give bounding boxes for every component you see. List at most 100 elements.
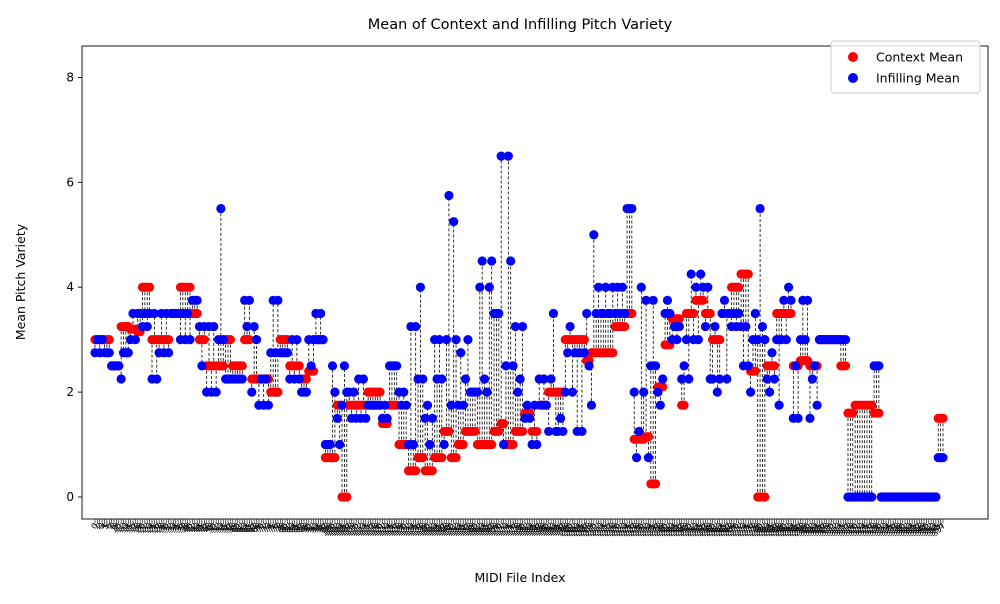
infilling-point: [399, 387, 409, 397]
infilling-point: [477, 256, 487, 266]
context-point: [620, 321, 630, 332]
context-point: [841, 361, 851, 371]
x-tick-label: 0: [89, 521, 99, 531]
context-point: [237, 361, 247, 371]
infilling-point: [629, 387, 639, 397]
infilling-point: [116, 374, 126, 384]
infilling-point: [745, 387, 756, 397]
infilling-point: [693, 335, 703, 345]
y-tick-label: 8: [66, 70, 74, 84]
infilling-point: [579, 348, 589, 358]
context-point: [715, 335, 725, 345]
context-point: [705, 308, 715, 319]
context-point: [867, 400, 877, 410]
infilling-point: [411, 321, 421, 332]
context-point: [458, 439, 468, 450]
infilling-point: [484, 282, 494, 292]
infilling-point: [636, 282, 646, 292]
infilling-point: [555, 413, 566, 423]
infilling-point: [700, 321, 711, 332]
context-point: [444, 426, 454, 437]
infilling-point: [327, 361, 338, 371]
infilling-point: [541, 400, 551, 410]
infilling-point: [567, 387, 578, 397]
infilling-point: [292, 335, 302, 345]
infilling-point: [874, 361, 884, 371]
infilling-point: [665, 308, 675, 319]
infilling-point: [164, 348, 174, 358]
y-axis-ticks: 0 2 4 6 8: [66, 70, 82, 504]
infilling-point: [460, 374, 471, 384]
infilling-point: [294, 374, 304, 384]
context-point: [225, 335, 235, 345]
context-point: [760, 492, 770, 502]
infilling-point: [316, 308, 326, 319]
infilling-point: [548, 308, 559, 319]
context-point: [418, 453, 428, 463]
infilling-point: [867, 492, 877, 502]
infilling-point: [434, 335, 445, 345]
infilling-point: [192, 295, 202, 305]
infilling-point: [696, 269, 706, 279]
x-tick-label: 5: [101, 521, 111, 531]
context-point: [145, 282, 155, 292]
infilling-point: [449, 217, 459, 227]
infilling-point: [508, 361, 518, 371]
chart-title: Mean of Context and Infilling Pitch Vari…: [368, 17, 673, 33]
infilling-point: [251, 335, 262, 345]
infilling-point: [441, 335, 452, 345]
x-tick-label: 6: [104, 521, 114, 531]
infilling-point: [249, 321, 259, 332]
infilling-point: [781, 335, 791, 345]
infilling-point: [648, 295, 658, 305]
infilling-point: [563, 348, 573, 358]
infilling-point: [451, 335, 461, 345]
infilling-point: [496, 151, 506, 161]
infilling-point: [408, 439, 418, 450]
infilling-point: [123, 348, 133, 358]
infilling-point: [634, 426, 644, 437]
infilling-point: [337, 400, 347, 410]
infilling-point: [938, 453, 948, 463]
x-tick-label: 1: [92, 521, 102, 531]
infilling-point: [301, 387, 312, 397]
infilling-point: [546, 374, 556, 384]
infilling-point: [392, 361, 402, 371]
infilling-point: [793, 413, 803, 423]
y-tick-label: 6: [66, 175, 74, 189]
infilling-point: [209, 321, 219, 332]
infilling-point: [750, 308, 760, 319]
y-tick-label: 2: [66, 385, 74, 399]
infilling-point: [361, 413, 371, 423]
infilling-point: [104, 348, 114, 358]
infilling-point: [743, 361, 753, 371]
context-point: [199, 335, 209, 345]
infilling-point: [382, 413, 392, 423]
infilling-point: [641, 295, 651, 305]
context-point: [330, 453, 340, 463]
infilling-point: [475, 282, 485, 292]
context-point: [411, 466, 421, 476]
infilling-point: [498, 439, 509, 450]
context-point: [650, 479, 661, 489]
infilling-point: [211, 387, 221, 397]
infilling-point: [810, 361, 820, 371]
x-axis-tick-labels: 0123456789101112131415161718192021222324…: [89, 521, 947, 538]
infilling-point: [472, 387, 483, 397]
context-point: [679, 400, 689, 410]
infilling-point: [380, 400, 390, 410]
x-tick-label: 8: [108, 521, 118, 531]
infilling-point: [263, 400, 274, 410]
infilling-point: [679, 361, 689, 371]
infilling-point: [339, 361, 350, 371]
x-tick-label: 9: [111, 521, 121, 531]
legend: Context Mean Infilling Mean: [830, 40, 981, 94]
infilling-point: [97, 335, 107, 345]
infilling-point: [653, 387, 663, 397]
infilling-point: [681, 335, 692, 345]
context-point: [608, 348, 618, 358]
infilling-point: [703, 282, 713, 292]
context-point: [688, 308, 699, 319]
infilling-point: [415, 282, 426, 292]
